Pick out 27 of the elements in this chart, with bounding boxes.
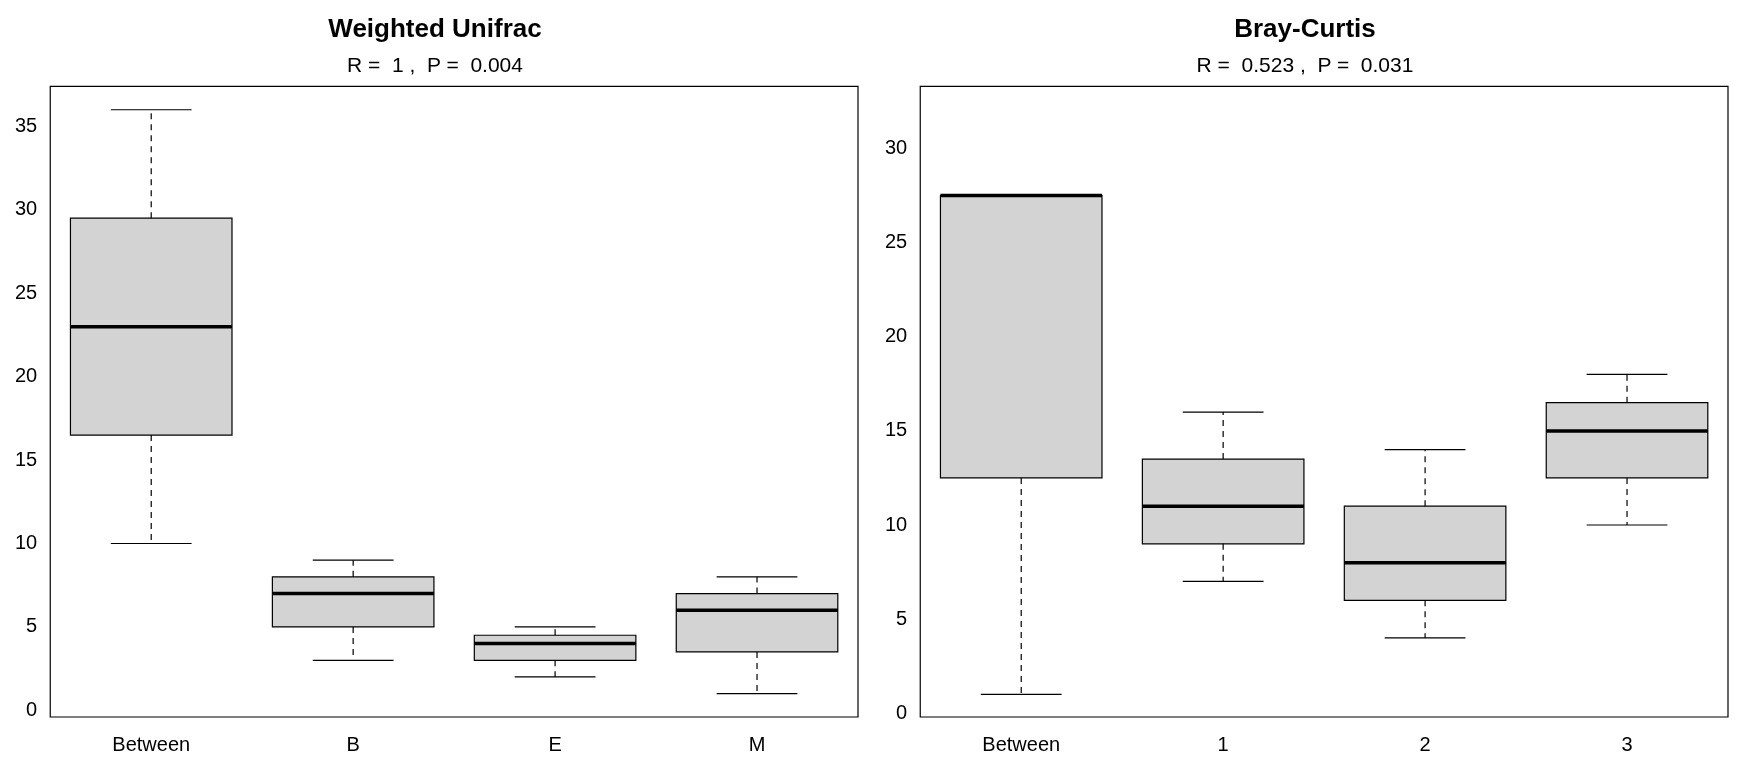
y-tick-label: 5 xyxy=(896,606,908,629)
chart-title: Bray-Curtis xyxy=(1234,12,1376,43)
y-tick-label: 10 xyxy=(15,531,38,554)
x-tick-label: E xyxy=(548,732,562,755)
chart-subtitle: R = 0.523 , P = 0.031 xyxy=(1196,52,1414,76)
chart-title: Weighted Unifrac xyxy=(328,12,542,43)
y-tick-label: 25 xyxy=(15,280,38,303)
y-tick-label: 35 xyxy=(15,113,38,136)
y-tick-label: 20 xyxy=(885,324,908,347)
chart-subtitle: R = 1 , P = 0.004 xyxy=(347,52,524,76)
y-tick-label: 5 xyxy=(26,614,38,637)
y-tick-label: 20 xyxy=(15,364,38,387)
x-tick-label: M xyxy=(748,732,766,755)
y-tick-label: 0 xyxy=(26,697,38,720)
y-tick-label: 10 xyxy=(885,512,908,535)
x-tick-label: 1 xyxy=(1217,732,1229,755)
y-tick-label: 25 xyxy=(885,230,908,253)
x-tick-label: B xyxy=(346,732,360,755)
x-tick-label: 2 xyxy=(1419,732,1431,755)
y-tick-label: 15 xyxy=(15,447,38,470)
y-tick-label: 15 xyxy=(885,418,908,441)
y-tick-label: 30 xyxy=(885,136,908,159)
y-tick-label: 30 xyxy=(15,197,38,220)
x-tick-label: 3 xyxy=(1621,732,1633,755)
x-tick-label: Between xyxy=(112,732,191,755)
y-tick-label: 0 xyxy=(896,700,908,723)
x-tick-label: Between xyxy=(982,732,1061,755)
